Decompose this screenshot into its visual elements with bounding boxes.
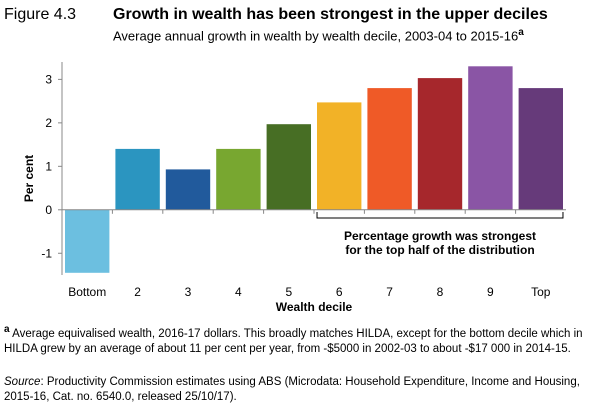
x-tick-label: 4 (235, 285, 242, 299)
annotation-line-2: for the top half of the distribution (345, 243, 534, 257)
footnote-text: Average equivalised wealth, 2016-17 doll… (4, 327, 583, 355)
x-axis-title: Wealth decile (276, 300, 353, 314)
bar (266, 124, 311, 210)
bar (216, 148, 261, 210)
bar (65, 209, 110, 273)
x-tick-label: 8 (437, 285, 444, 299)
footnote-marker: a (4, 324, 10, 335)
bar (367, 88, 412, 210)
source-label: Source (4, 376, 41, 388)
annotation-bracket (316, 212, 564, 219)
y-tick-label: 2 (45, 116, 52, 130)
subtitle-text: Average annual growth in wealth by wealt… (113, 28, 519, 44)
x-tick-label: 5 (285, 285, 292, 299)
x-tick-label: 2 (134, 285, 141, 299)
bar (317, 102, 362, 210)
bar (468, 66, 513, 210)
subtitle-footnote-marker: a (518, 27, 524, 38)
x-tick-label: 9 (487, 285, 494, 299)
y-tick-label: -1 (41, 246, 52, 260)
x-tick-label: 3 (185, 285, 192, 299)
bar-chart: -1 0 1 2 3 Bottom 2 3 4 5 6 7 8 9 Top Wealth decile Per … (22, 62, 566, 314)
bar (417, 78, 463, 210)
chart-title: Growth in wealth has been strongest in t… (113, 6, 548, 23)
annotation-line-1: Percentage growth was strongest (344, 229, 536, 243)
x-tick-label: 7 (386, 285, 393, 299)
y-tick-label: 1 (45, 159, 52, 173)
bar (518, 88, 563, 210)
x-tick-label: Bottom (68, 285, 106, 299)
source-text: : Productivity Commission estimates usin… (4, 376, 580, 403)
bar (165, 169, 211, 210)
y-axis-title: Per cent (22, 155, 36, 202)
y-tick-label: 3 (45, 72, 52, 86)
x-tick-label: Top (531, 285, 551, 299)
figure-label: Figure 4.3 (4, 6, 77, 23)
footnote: a Average equivalised wealth, 2016-17 do… (4, 322, 586, 357)
x-tick-label: 6 (336, 285, 343, 299)
chart-subtitle: Average annual growth in wealth by wealt… (113, 27, 524, 43)
y-tick-label: 0 (45, 203, 52, 217)
source-note: Source: Productivity Commission estimate… (4, 375, 586, 405)
bar (115, 148, 160, 210)
